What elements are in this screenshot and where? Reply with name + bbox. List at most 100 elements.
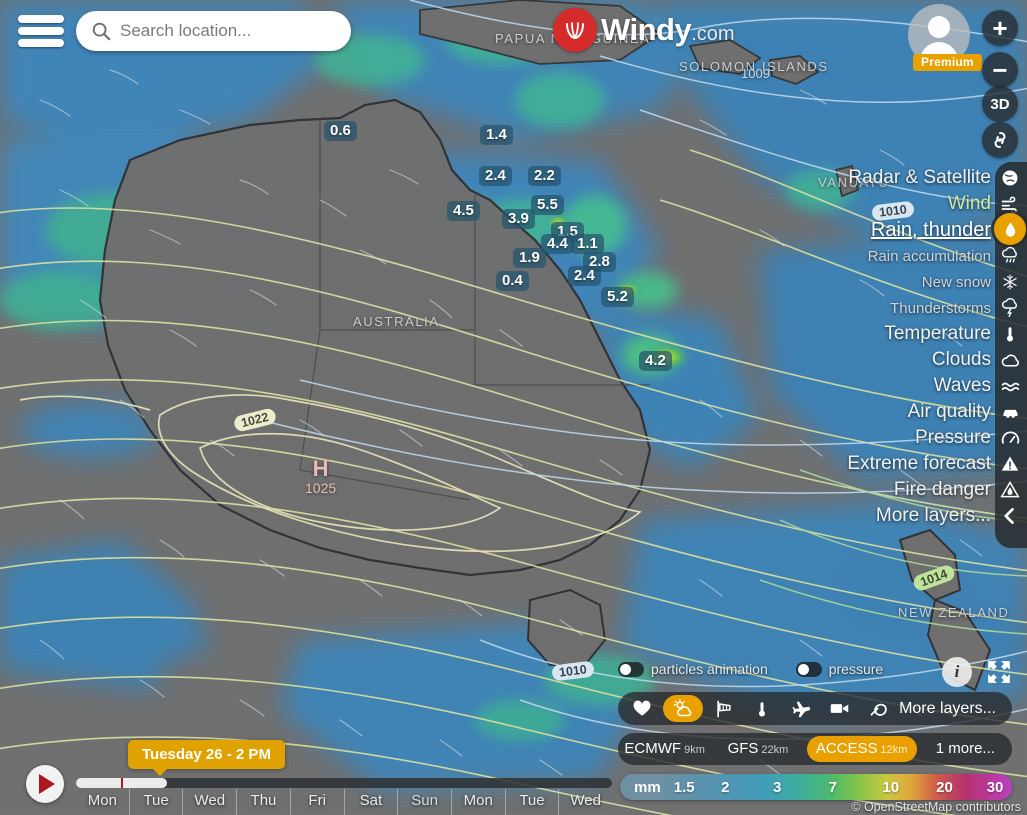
more-models-button[interactable]: 1 more...: [935, 740, 995, 757]
3d-mode-button[interactable]: 3D: [982, 86, 1018, 122]
timeline-day[interactable]: Wed: [182, 789, 236, 815]
layer-menu-item-more-layers[interactable]: More layers...: [876, 503, 991, 529]
model-ecmwf[interactable]: ECMWF 9km: [618, 736, 711, 762]
zoom-in-button[interactable]: +: [982, 10, 1018, 46]
timeline-marker: [121, 778, 123, 788]
legend-tick: 3: [773, 778, 782, 796]
layer-menu-label: Thunderstorms: [890, 299, 991, 317]
windy-swirl-icon: [566, 22, 584, 40]
layer-menu[interactable]: Radar & Satellite Wind Rain, thunder Rain a…: [847, 165, 991, 529]
weather-model-bar[interactable]: ECMWF 9km GFS 22km ACCESS 12km 1 more...: [618, 733, 1012, 765]
layer-menu-label: More layers...: [875, 505, 991, 526]
model-resolution: 22km: [761, 744, 789, 756]
play-icon: [39, 774, 55, 794]
model-resolution: 9km: [684, 744, 705, 756]
toggle-label: particles animation: [651, 661, 768, 677]
layer-menu-item-temperature[interactable]: Temperature: [884, 321, 991, 347]
toggle-label: pressure: [828, 661, 884, 677]
model-access[interactable]: ACCESS 12km: [806, 736, 917, 762]
logo-wordmark: Windy.com: [601, 12, 735, 48]
legend-tick: 2: [721, 778, 730, 796]
warning-icon[interactable]: [998, 452, 1022, 476]
thunderstorm-icon[interactable]: [998, 296, 1022, 320]
logo-brand-text: Windy: [601, 12, 692, 47]
hamburger-line: [18, 27, 64, 35]
more-layers-button[interactable]: More layers...: [899, 699, 996, 717]
timeline-scrubber[interactable]: [76, 778, 612, 788]
weather-sun-cloud-icon[interactable]: [662, 695, 704, 722]
timeline-day[interactable]: Tue: [504, 789, 559, 815]
layer-menu-item-radar-satellite[interactable]: Radar & Satellite: [848, 165, 991, 191]
heart-icon[interactable]: [624, 695, 661, 722]
search-icon: [92, 22, 111, 41]
timeline-days[interactable]: Mon Tue Wed Thu Fri Sat Sun Mon Tue Wed: [76, 789, 612, 815]
timeline-day[interactable]: Fri: [289, 789, 344, 815]
favourites-bar[interactable]: More layers...: [618, 692, 1012, 725]
waves-icon[interactable]: [998, 374, 1022, 398]
fire-danger-icon[interactable]: [998, 478, 1022, 502]
snowflake-icon[interactable]: [998, 270, 1022, 294]
timeline-day[interactable]: Sat: [343, 789, 398, 815]
search-input[interactable]: [120, 21, 337, 41]
layer-menu-item-rain-thunder[interactable]: Rain, thunder: [871, 217, 991, 243]
precipitation-legend[interactable]: mm 1.5 2 3 7 10 20 30: [620, 774, 1012, 800]
cyclone-tracker-button[interactable]: [982, 122, 1018, 158]
globe-radar-icon[interactable]: [998, 166, 1022, 190]
fullscreen-button[interactable]: [986, 659, 1012, 685]
hamburger-line: [18, 39, 64, 47]
gauge-icon[interactable]: [998, 426, 1022, 450]
model-name: ECMWF: [624, 740, 682, 757]
layer-menu-item-waves[interactable]: Waves: [934, 373, 991, 399]
car-icon[interactable]: [998, 400, 1022, 424]
toggle-particles-animation[interactable]: particles animation: [618, 661, 768, 677]
current-time-label: Tuesday 26 - 2 PM: [128, 740, 285, 776]
timeline-day[interactable]: Thu: [236, 789, 290, 815]
layer-menu-label: Temperature: [884, 323, 991, 344]
play-button[interactable]: [26, 765, 64, 803]
layer-menu-item-clouds[interactable]: Clouds: [932, 347, 991, 373]
search-bar[interactable]: [76, 11, 351, 51]
thermometer-icon[interactable]: [744, 695, 781, 722]
osm-credit: © OpenStreetMap contributors: [851, 800, 1021, 814]
wind-icon[interactable]: [998, 192, 1022, 216]
layer-menu-label: Radar & Satellite: [848, 167, 991, 188]
layer-menu-item-fire-danger[interactable]: Fire danger: [894, 477, 991, 503]
radar-dish-icon[interactable]: [860, 695, 897, 722]
map-toggles[interactable]: particles animation pressure: [618, 661, 883, 677]
zoom-out-button[interactable]: −: [982, 52, 1018, 88]
chevron-left-icon[interactable]: [998, 504, 1022, 528]
account-area[interactable]: Premium: [908, 4, 982, 71]
layer-menu-item-pressure[interactable]: Pressure: [915, 425, 991, 451]
layer-menu-item-new-snow[interactable]: New snow: [922, 269, 991, 295]
layer-menu-item-rain-accumulation[interactable]: Rain accumulation: [868, 243, 991, 269]
raindrop-icon[interactable]: [994, 213, 1026, 245]
layer-menu-item-extreme-forecast[interactable]: Extreme forecast: [847, 451, 991, 477]
windy-logo[interactable]: Windy.com: [553, 8, 735, 52]
toggle-track: [618, 661, 644, 677]
timeline-day[interactable]: Wed: [558, 789, 612, 815]
airplane-icon[interactable]: [783, 695, 820, 722]
model-gfs[interactable]: GFS 22km: [711, 736, 804, 762]
layer-menu-item-air-quality[interactable]: Air quality: [908, 399, 991, 425]
info-button[interactable]: i: [942, 657, 972, 687]
layer-menu-label: Rain accumulation: [867, 247, 991, 265]
menu-button[interactable]: [18, 12, 64, 50]
timeline-day[interactable]: Mon: [450, 789, 505, 815]
windsock-icon[interactable]: [705, 695, 742, 722]
cyclone-icon: [994, 132, 1006, 148]
toggle-knob: [797, 663, 809, 675]
toggle-pressure[interactable]: pressure: [795, 661, 884, 677]
legend-tick: 1.5: [673, 778, 695, 796]
timeline-day[interactable]: Tue: [128, 789, 183, 815]
timeline-day[interactable]: Sun: [397, 789, 451, 815]
rain-cloud-icon[interactable]: [998, 244, 1022, 268]
layer-menu-label: Waves: [933, 375, 991, 396]
fullscreen-icon: [988, 661, 1010, 683]
thermometer-icon[interactable]: [998, 322, 1022, 346]
webcam-icon[interactable]: [822, 695, 859, 722]
timeline-day[interactable]: Mon: [87, 792, 117, 809]
legend-tick: 7: [828, 778, 837, 796]
cloud-icon[interactable]: [998, 348, 1022, 372]
layer-menu-item-thunderstorms[interactable]: Thunderstorms: [890, 295, 991, 321]
layer-menu-item-wind[interactable]: Wind: [948, 191, 991, 217]
